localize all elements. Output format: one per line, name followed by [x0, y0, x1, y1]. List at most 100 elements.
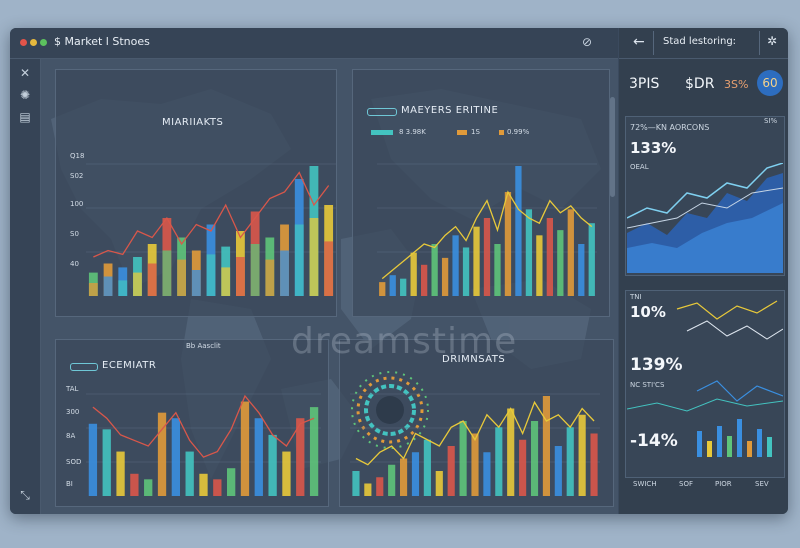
bar-mark — [116, 451, 125, 496]
panel-ecemiatr: ECEMIATR Bb Aasclit TAL 300 8A SOD BI — [55, 339, 329, 507]
kpi-d-badge: 60 — [757, 70, 783, 96]
right-header-label: Stad lestoring: — [663, 36, 737, 47]
metric-label: TNI — [630, 293, 642, 301]
footer-tab[interactable]: SWICH — [633, 480, 657, 488]
title-bar: $ Market l Stnoes ⊘ — [10, 28, 618, 59]
tools-icon[interactable]: ✕ — [19, 66, 31, 80]
right-metrics-card: TNI 10% 139% NC STI'CS -14% — [625, 290, 785, 478]
legend-label: 8 3.98K — [399, 128, 426, 136]
toggle-pill[interactable] — [367, 108, 397, 116]
bar-mark — [452, 235, 459, 296]
panel-title: MAEYERS ERITINE — [401, 105, 499, 116]
bar-mark — [144, 479, 153, 496]
bar-mark — [88, 423, 98, 496]
bar-mark — [411, 452, 420, 496]
bar-mark — [578, 414, 586, 496]
y-tick: BI — [66, 480, 73, 488]
bar-mark — [554, 446, 562, 496]
bar-mark — [473, 226, 480, 296]
panel-eritine: MAEYERS ERITINE 8 3.98K 1S 0.99% — [352, 69, 610, 317]
footer-tab[interactable]: PIOR — [715, 480, 732, 488]
sidebar: ✕ ✺ ▤ ⤡ — [10, 59, 41, 514]
toggle-pill[interactable] — [70, 363, 98, 371]
footer-tab[interactable]: SOF — [679, 480, 693, 488]
y-tick: Q18 — [70, 152, 85, 160]
panel-title: ECEMIATR — [102, 360, 157, 371]
footer-tab[interactable]: SEV — [755, 480, 769, 488]
bar-mark — [191, 270, 201, 296]
metric-pct-2: 139% — [630, 355, 683, 375]
bar-mark — [103, 276, 113, 296]
panel-title: DRIMNSATS — [442, 354, 506, 365]
metric-pct-3: -14% — [630, 431, 678, 451]
bar-mark — [483, 218, 491, 296]
bar-mark — [483, 452, 491, 496]
app-window: $ Market l Stnoes ⊘ ✕ ✺ ▤ ⤡ MIARIIAKTS Q… — [10, 28, 788, 514]
bar-mark — [389, 275, 396, 296]
settings-icon[interactable]: ✺ — [19, 88, 31, 102]
chart-ecemiatr — [86, 393, 321, 496]
series-line — [381, 190, 593, 280]
y-tick: S02 — [70, 172, 84, 180]
expand-icon[interactable]: ⤡ — [20, 488, 30, 502]
bar-mark — [268, 434, 277, 496]
bar-mark — [282, 451, 291, 496]
chart-markets — [86, 163, 336, 296]
bar-mark — [227, 468, 236, 496]
panel-subtitle: Bb Aasclit — [186, 342, 221, 350]
bar-mark — [530, 421, 539, 496]
right-panel: ← Stad lestoring: ✲ 3PIS $DR 3S% 60 72%—… — [619, 28, 788, 514]
bar-mark — [130, 473, 139, 496]
minimize-dot[interactable] — [30, 39, 37, 46]
y-tick: SOD — [66, 458, 82, 466]
kpi-b: $DR — [685, 76, 715, 92]
y-tick: 8A — [66, 432, 76, 440]
card-sub: OEAL — [630, 163, 649, 171]
bar-mark — [309, 407, 319, 496]
compass-icon[interactable]: ⊘ — [581, 35, 593, 49]
bar-mark — [118, 280, 128, 296]
kpi-c: 3S% — [724, 78, 749, 91]
bar-mark — [280, 250, 289, 296]
bar-mark — [309, 218, 319, 296]
legend-swatch — [457, 130, 467, 135]
back-arrow-icon[interactable]: ← — [633, 34, 645, 50]
settings-gear-icon[interactable]: ✲ — [767, 34, 778, 48]
legend-label: 0.99% — [507, 128, 530, 136]
card-title: 72%—KN AORCONS — [630, 123, 710, 132]
bar-mark — [388, 464, 396, 496]
legend-swatch — [371, 130, 393, 135]
bar-mark — [221, 267, 231, 296]
kpi-a: 3PIS — [629, 76, 660, 92]
bar-mark — [102, 429, 111, 496]
bar-mark — [162, 250, 172, 296]
bar-mark — [441, 257, 449, 296]
bar-mark — [206, 254, 216, 296]
bar-mark — [525, 209, 533, 296]
bar-mark — [240, 401, 250, 496]
bar-mark — [515, 166, 522, 296]
panel-drimnsats: DRIMNSATS — [339, 339, 614, 507]
bar-mark — [199, 473, 208, 496]
maximize-dot[interactable] — [40, 39, 47, 46]
legend-label: 1S — [471, 128, 480, 136]
radial-gauge — [351, 371, 429, 449]
bar-mark — [557, 230, 564, 296]
bar-mark — [236, 257, 245, 296]
bar-mark — [400, 278, 407, 296]
bar-mark — [542, 396, 550, 496]
bar-mark — [423, 439, 431, 496]
bar-mark — [507, 408, 515, 496]
bar-mark — [447, 446, 455, 496]
close-dot[interactable] — [20, 39, 27, 46]
y-tick: 40 — [70, 260, 79, 268]
bar-mark — [410, 252, 417, 296]
mini-charts — [627, 300, 783, 457]
legend-swatch — [499, 130, 504, 135]
bar-mark — [495, 427, 503, 496]
bar-mark — [590, 433, 598, 496]
scrollbar-thumb[interactable] — [610, 97, 615, 197]
metric-pct-1: 10% — [630, 303, 666, 321]
panel-markets: MIARIIAKTS Q18 S02 100 S0 40 — [55, 69, 337, 317]
document-icon[interactable]: ▤ — [19, 110, 31, 124]
